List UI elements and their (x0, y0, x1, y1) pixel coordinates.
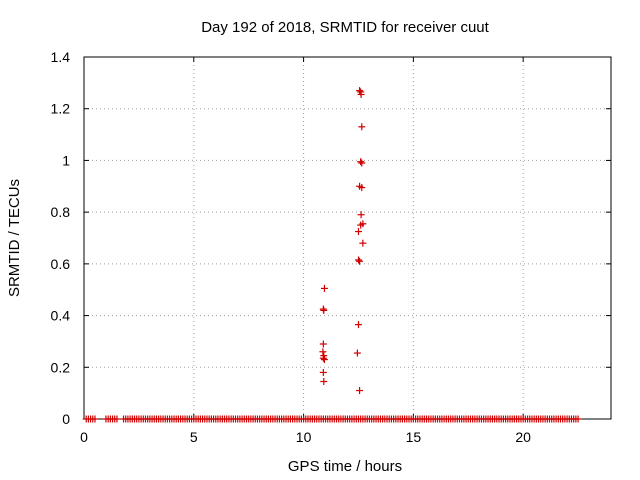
chart-title: Day 192 of 2018, SRMTID for receiver cuu… (201, 19, 489, 36)
data-point (320, 284, 328, 292)
data-point (359, 239, 367, 247)
data-point (358, 159, 366, 167)
data-point (113, 415, 121, 423)
x-tick-labels: 0 5 10 15 20 (80, 429, 531, 445)
y-tick-label: 0.2 (51, 359, 71, 375)
data-point (319, 340, 327, 348)
y-axis-label: SRMTID / TECUs (6, 179, 23, 297)
x-tick-label: 5 (190, 429, 198, 445)
data-point (356, 387, 364, 395)
x-tick-label: 10 (296, 429, 312, 445)
data-point (353, 349, 361, 357)
plot-frame (83, 56, 612, 420)
grid (84, 57, 611, 419)
data-point (574, 415, 582, 423)
data-point (91, 415, 99, 423)
data-point (354, 256, 362, 264)
data-point (319, 354, 327, 362)
data-point (319, 348, 327, 356)
y-tick-label: 0.8 (51, 204, 71, 220)
data-point (320, 306, 328, 314)
data-point (319, 368, 327, 376)
y-tick-label: 0 (62, 411, 70, 427)
axis-ticks (83, 56, 611, 420)
data-point (320, 356, 328, 364)
data-point (356, 87, 364, 95)
data-point (357, 211, 365, 219)
data-point (354, 321, 362, 329)
y-tick-label: 1 (62, 152, 70, 168)
data-point (320, 378, 328, 386)
y-tick-label: 0.4 (51, 308, 71, 324)
y-tick-label: 1.2 (51, 101, 71, 117)
data-point (357, 158, 365, 166)
x-tick-label: 20 (515, 429, 531, 445)
data-point (358, 123, 366, 131)
data-point (354, 228, 362, 236)
data-points (82, 87, 582, 423)
y-tick-labels: 0 0.2 0.4 0.6 0.8 1 1.2 1.4 (51, 49, 71, 427)
y-tick-label: 0.6 (51, 256, 71, 272)
data-point (357, 221, 365, 229)
data-point (358, 184, 366, 192)
y-tick-label: 1.4 (51, 49, 71, 65)
x-axis-label: GPS time / hours (288, 458, 402, 475)
x-tick-label: 0 (80, 429, 88, 445)
x-tick-label: 15 (406, 429, 422, 445)
data-point (357, 90, 365, 98)
data-point (356, 257, 364, 265)
